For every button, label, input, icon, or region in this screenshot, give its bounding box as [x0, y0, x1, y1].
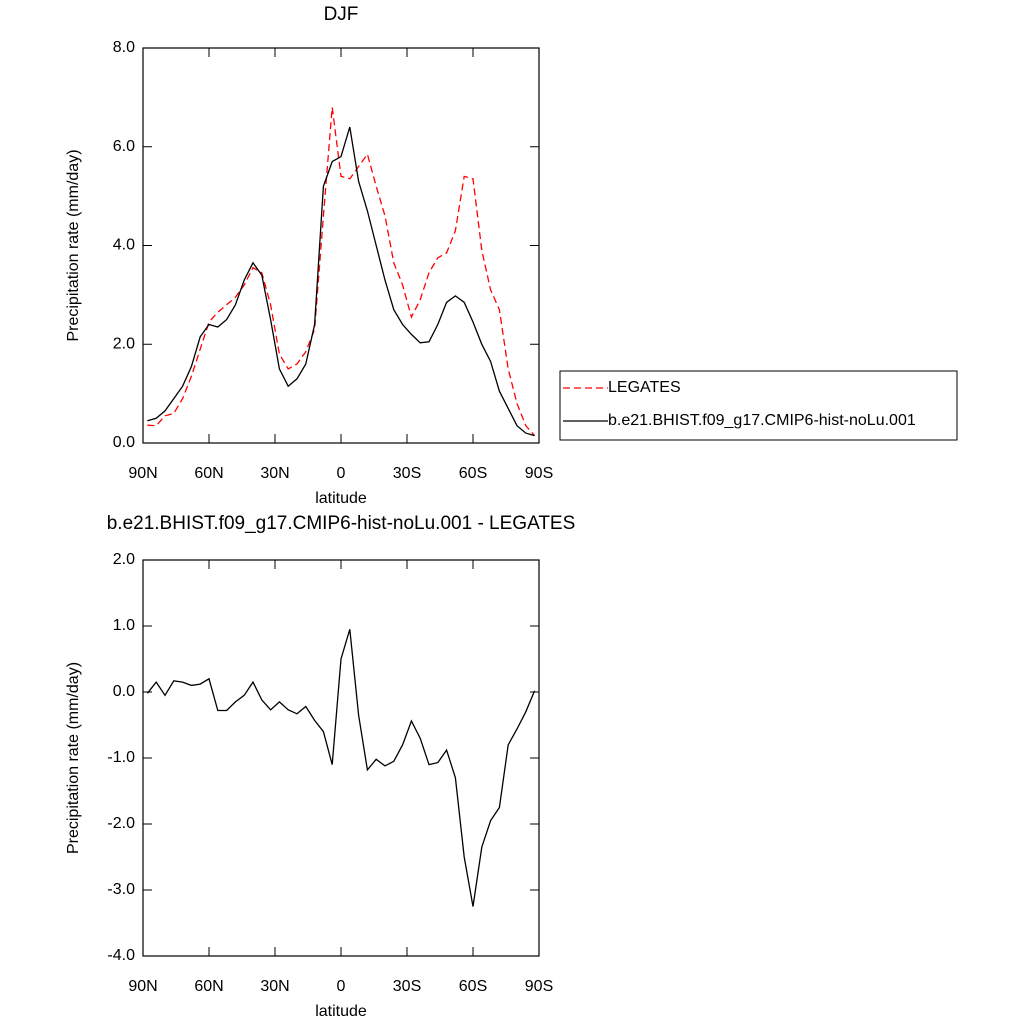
x-tick-label: 60S	[459, 978, 487, 995]
plot-frame	[142, 559, 540, 957]
x-axis-label: latitude	[315, 1003, 367, 1020]
x-axis-label: latitude	[315, 490, 367, 507]
y-tick-label: 2.0	[113, 551, 135, 568]
y-axis-label: Precipitation rate (mm/day)	[65, 662, 82, 854]
data-line	[147, 126, 535, 437]
x-tick-label: 90N	[128, 465, 157, 482]
y-tick-label: -3.0	[107, 881, 135, 898]
y-tick-label: 0.0	[113, 434, 135, 451]
x-tick-label: 90S	[525, 465, 553, 482]
x-tick-label: 30N	[260, 465, 289, 482]
x-tick-label: 30S	[393, 465, 421, 482]
y-tick-label: 0.0	[113, 683, 135, 700]
y-tick-label: -2.0	[107, 815, 135, 832]
legend-label: LEGATES	[608, 379, 681, 396]
y-tick-label: -4.0	[107, 947, 135, 964]
y-tick-label: -1.0	[107, 749, 135, 766]
y-tick-label: 2.0	[113, 335, 135, 352]
x-tick-label: 90N	[128, 978, 157, 995]
x-tick-label: 30S	[393, 978, 421, 995]
y-tick-label: 8.0	[113, 39, 135, 56]
plot-frame	[142, 47, 540, 444]
data-line	[147, 107, 536, 437]
y-tick-label: 6.0	[113, 138, 135, 155]
y-tick-label: 4.0	[113, 237, 135, 254]
x-tick-label: 30N	[260, 978, 289, 995]
chart-title: b.e21.BHIST.f09_g17.CMIP6-hist-noLu.001 …	[107, 513, 576, 534]
y-axis-label: Precipitation rate (mm/day)	[65, 149, 82, 341]
data-line	[146, 629, 536, 907]
x-tick-label: 60N	[194, 978, 223, 995]
x-tick-label: 60S	[459, 465, 487, 482]
x-tick-label: 90S	[525, 978, 553, 995]
y-tick-label: 1.0	[113, 617, 135, 634]
x-tick-label: 0	[337, 465, 346, 482]
legend-label: b.e21.BHIST.f09_g17.CMIP6-hist-noLu.001	[608, 412, 916, 429]
x-tick-label: 60N	[194, 465, 223, 482]
chart-title: DJF	[324, 4, 359, 25]
x-tick-label: 0	[337, 978, 346, 995]
legend-box	[559, 370, 958, 441]
